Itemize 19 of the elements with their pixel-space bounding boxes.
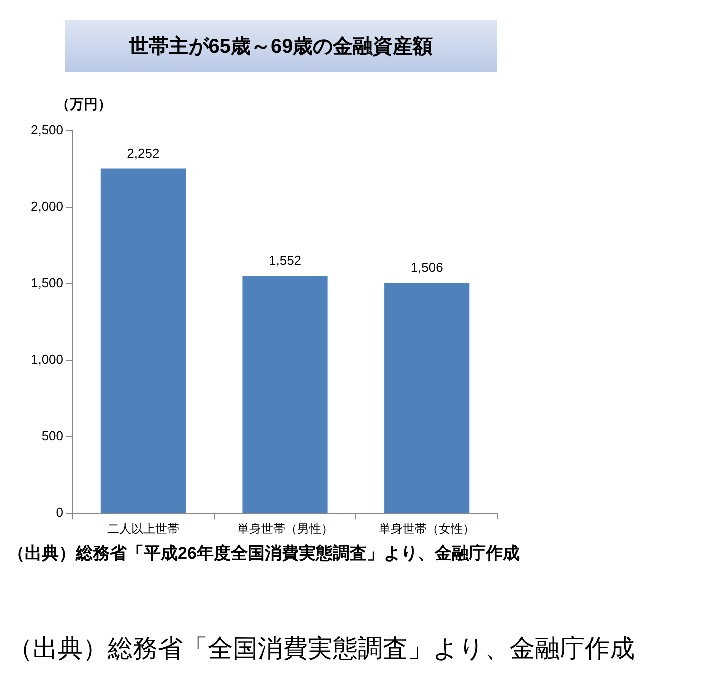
- y-tick-label: 1,500: [30, 276, 64, 290]
- data-label: 1,506: [410, 260, 444, 276]
- chart-title: 世帯主が65歳～69歳の金融資産額: [65, 20, 497, 72]
- x-tick-label: 二人以上世帯: [107, 522, 180, 536]
- text: （出典）総務省「全国消費実態調査」より、金融庁作成: [8, 634, 635, 665]
- x-tick-label: 単身世帯（女性）: [379, 522, 476, 536]
- y-tick-label: 500: [42, 428, 64, 444]
- y-tick-label: 1,000: [30, 352, 64, 368]
- y-tick-label: 2,500: [30, 122, 64, 138]
- y-tick-label: 0: [56, 505, 64, 520]
- x-tick-label: 単身世帯（男性）: [237, 522, 334, 536]
- data-label: 2,252: [127, 146, 160, 161]
- bar: [100, 168, 186, 514]
- y-tick-label: 2,000: [30, 198, 64, 214]
- data-label: 1,552: [268, 253, 302, 268]
- y-axis-title: （万円）: [56, 96, 112, 114]
- bar: [384, 283, 470, 514]
- bar: [242, 276, 328, 514]
- text: （出典）総務省「平成26年度全国消費実態調査」より、金融庁作成: [8, 543, 520, 565]
